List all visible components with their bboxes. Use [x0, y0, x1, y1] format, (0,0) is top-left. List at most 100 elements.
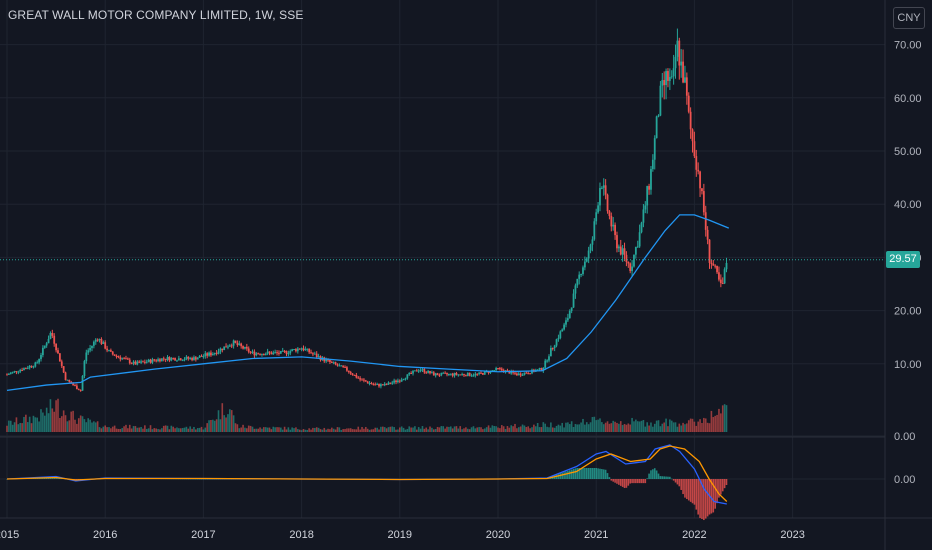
volume-bar	[406, 428, 409, 432]
volume-bar	[463, 428, 465, 432]
volume-bar	[470, 427, 473, 432]
volume-bar	[725, 405, 728, 432]
candle-body	[142, 361, 144, 363]
macd-histogram-bar	[221, 479, 224, 480]
candle-body	[60, 361, 63, 367]
currency-button[interactable]: CNY	[893, 7, 925, 29]
candle-body	[147, 359, 150, 362]
candle-body	[582, 267, 584, 275]
volume-bar	[493, 425, 496, 432]
candle-body	[259, 353, 261, 355]
volume-bar	[319, 429, 322, 432]
candle-body	[244, 346, 246, 349]
macd-histogram-bar	[638, 479, 641, 484]
candle-body	[62, 366, 65, 373]
volume-bar	[144, 425, 146, 432]
volume-bar	[323, 427, 326, 432]
candle-body	[546, 360, 548, 362]
candle-body	[145, 361, 148, 363]
candle-body	[193, 357, 195, 361]
candle-body	[421, 369, 424, 371]
candle-body	[723, 269, 726, 284]
volume-bar	[289, 429, 292, 432]
candle-body	[98, 339, 101, 341]
volume-bar	[259, 427, 261, 432]
volume-bar	[465, 427, 467, 432]
candle-body	[191, 357, 193, 361]
volume-bar	[589, 422, 592, 432]
candle-body	[306, 348, 309, 350]
candle-body	[653, 138, 656, 160]
candle-body	[196, 357, 199, 360]
volume-bar	[134, 426, 137, 432]
candle-body	[682, 61, 684, 83]
volume-bar	[208, 420, 210, 432]
volume-bar	[119, 428, 122, 432]
volume-bar	[93, 421, 95, 432]
volume-bar	[81, 416, 84, 432]
macd-histogram-bar	[557, 474, 560, 479]
volume-bar	[442, 426, 445, 432]
volume-bar	[334, 429, 337, 432]
volume-bar	[191, 428, 193, 432]
volume-bar	[544, 423, 547, 432]
candle-body	[278, 352, 280, 354]
volume-bar	[327, 428, 329, 432]
volume-bar	[153, 428, 156, 432]
macd-histogram-bar	[587, 468, 590, 479]
candle-body	[43, 345, 46, 348]
macd-histogram-bar	[591, 468, 594, 479]
candle-body	[359, 378, 362, 380]
volume-bar	[329, 429, 331, 432]
candle-body	[179, 358, 182, 361]
volume-bar	[368, 429, 371, 432]
candle-body	[202, 356, 205, 358]
candle-body	[130, 363, 133, 365]
volume-bar	[157, 429, 159, 432]
candle-body	[45, 343, 48, 346]
candle-body	[483, 371, 486, 375]
candle-body	[676, 40, 679, 57]
volume-axis-label: 0.00	[894, 431, 915, 443]
volume-bar	[432, 429, 435, 432]
volume-bar	[23, 416, 25, 432]
signal-line	[6, 445, 728, 502]
candle-body	[480, 372, 482, 374]
volume-bar	[678, 423, 681, 432]
price-axis-label: 10.00	[894, 359, 922, 371]
macd-histogram-bar	[667, 476, 669, 479]
candle-body	[19, 369, 22, 372]
volume-bar	[244, 427, 246, 432]
candle-body	[487, 371, 490, 373]
candle-body	[308, 348, 311, 353]
volume-bar	[500, 425, 503, 432]
candle-body	[189, 357, 192, 359]
macd-histogram-bar	[578, 468, 581, 479]
macd-histogram-bar	[636, 479, 639, 484]
volume-bar	[631, 417, 633, 432]
volume-bar	[517, 427, 520, 432]
volume-bar	[684, 424, 686, 432]
candle-body	[304, 349, 307, 351]
volume-bar	[125, 424, 127, 432]
volume-bar	[40, 409, 42, 432]
volume-bar	[161, 428, 163, 432]
volume-bar	[506, 426, 509, 432]
candle-body	[472, 375, 475, 377]
candle-body	[164, 358, 167, 360]
macd-histogram-bar	[217, 479, 220, 480]
volume-bar	[72, 410, 74, 432]
candle-body	[670, 76, 673, 78]
volume-bar	[304, 429, 307, 432]
volume-bar	[574, 424, 577, 432]
volume-bar	[449, 426, 452, 432]
volume-bar	[338, 427, 341, 432]
candle-body	[442, 372, 445, 374]
candle-body	[391, 382, 394, 384]
volume-bar	[64, 415, 67, 432]
candle-body	[708, 239, 711, 263]
macd-histogram-bar	[659, 476, 662, 479]
candle-body	[555, 339, 558, 346]
candle-body	[227, 346, 229, 348]
